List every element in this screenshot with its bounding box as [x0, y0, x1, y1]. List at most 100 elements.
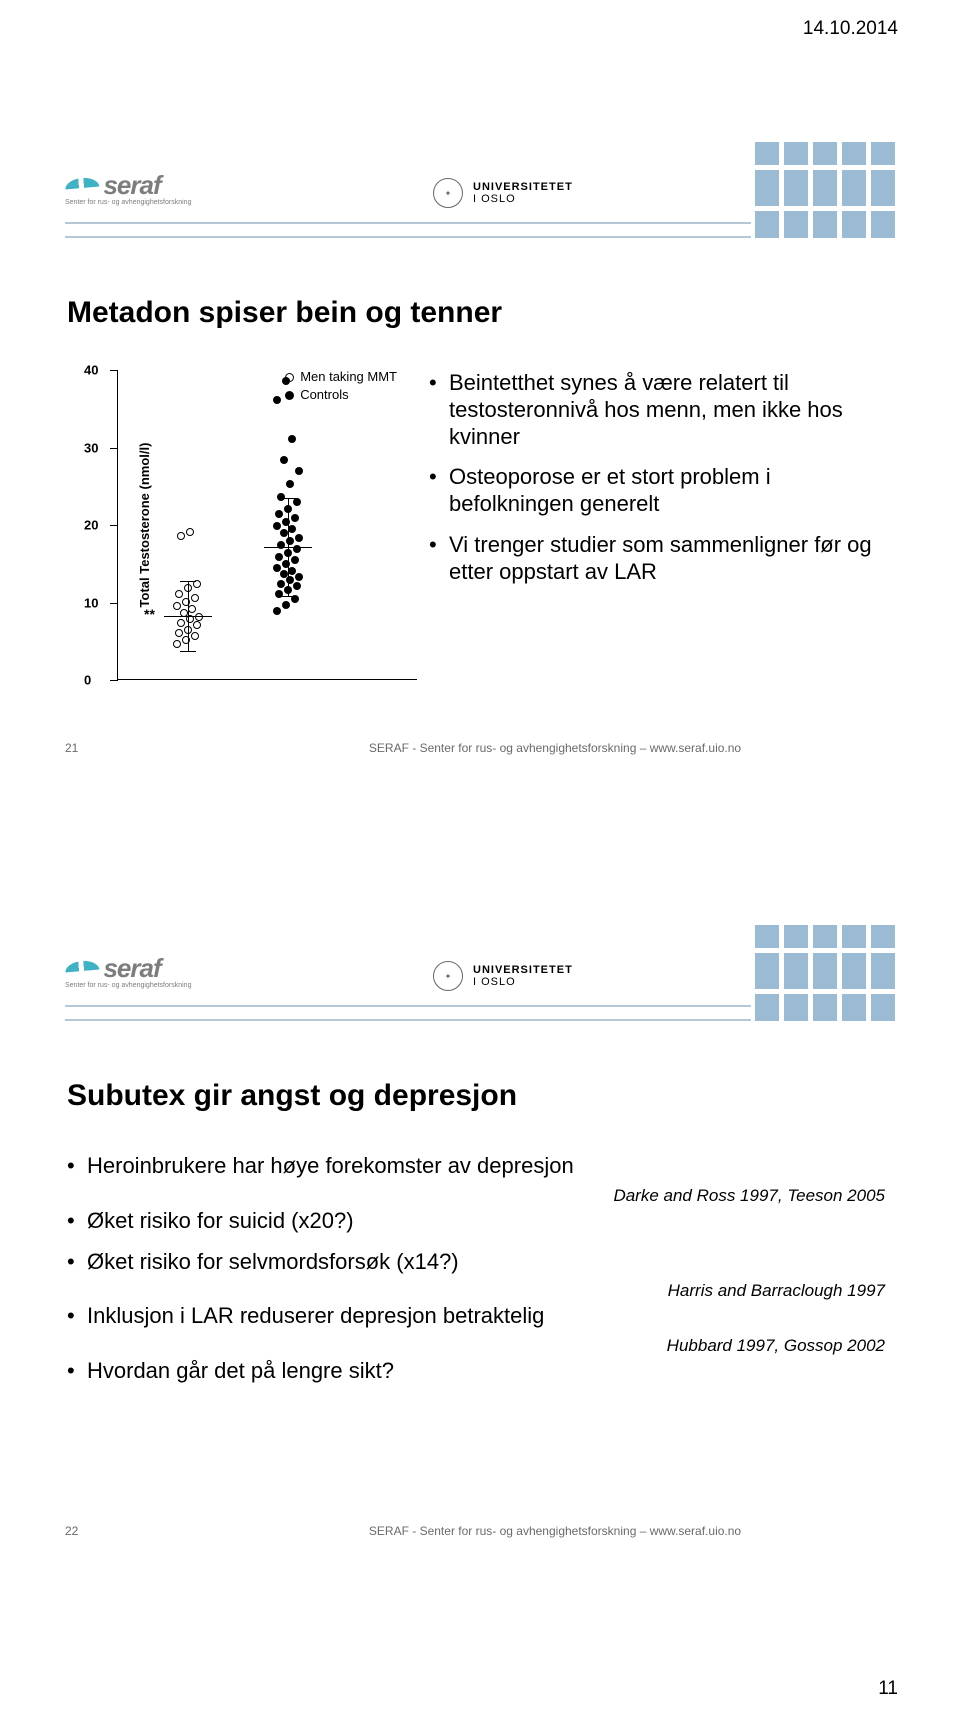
- scatter-point: [191, 632, 199, 640]
- header-rule-1: [65, 222, 751, 224]
- scatter-point: [288, 435, 296, 443]
- error-bar: [288, 498, 289, 596]
- scatter-point: [288, 567, 296, 575]
- slide1-bullets: Beintetthet synes å være relatert til te…: [429, 370, 887, 680]
- slide-2: seraf Senter for rus- og avhengighetsfor…: [65, 925, 895, 1548]
- legend-label: Controls: [300, 386, 348, 404]
- scatter-point: [277, 580, 285, 588]
- scatter-point: [277, 493, 285, 501]
- bullet-item: Osteoporose er et stort problem i befolk…: [429, 464, 887, 518]
- slide2-bullets: Heroinbrukere har høye forekomster av de…: [67, 1153, 889, 1385]
- header-pillars-icon: [751, 142, 895, 238]
- bullet-item: Øket risiko for suicid (x20?): [67, 1208, 889, 1235]
- slide1-number: 21: [65, 741, 215, 755]
- uio-line1: UNIVERSITETET: [473, 964, 573, 976]
- slide1-title: Metadon spiser bein og tenner: [67, 296, 895, 330]
- bullet-item: Beintetthet synes å være relatert til te…: [429, 370, 887, 450]
- scatter-point: [291, 556, 299, 564]
- scatter-point: [282, 601, 290, 609]
- slide2-number: 22: [65, 1524, 215, 1538]
- slide2-footer: 22 SERAF - Senter for rus- og avhengighe…: [65, 1524, 895, 1538]
- citation: Hubbard 1997, Gossop 2002: [67, 1336, 889, 1356]
- slide-header: seraf Senter for rus- og avhengighetsfor…: [65, 142, 895, 238]
- seraf-swish-icon: [65, 960, 100, 973]
- scatter-point: [273, 607, 281, 615]
- page-number: 11: [878, 1678, 898, 1700]
- scatter-point: [173, 602, 181, 610]
- scatter-point: [191, 594, 199, 602]
- scatter-point: [186, 528, 194, 536]
- scatter-point: [173, 640, 181, 648]
- scatter-point: [295, 467, 303, 475]
- scatter-point: [273, 396, 281, 404]
- header-pillars-icon: [751, 925, 895, 1021]
- testosterone-scatter-chart: Total Testosterone (nmol/l) Men taking M…: [117, 370, 417, 680]
- slide-header: seraf Senter for rus- og avhengighetsfor…: [65, 925, 895, 1021]
- scatter-point: [280, 529, 288, 537]
- scatter-point: [275, 553, 283, 561]
- seraf-wordmark: seraf: [103, 170, 160, 200]
- ytick-label: 20: [84, 518, 98, 533]
- slide2-title: Subutex gir angst og depresjon: [67, 1079, 895, 1113]
- ytick-label: 40: [84, 363, 98, 378]
- scatter-point: [280, 570, 288, 578]
- scatter-point: [295, 534, 303, 542]
- scatter-point: [291, 514, 299, 522]
- scatter-point: [295, 573, 303, 581]
- citation: Harris and Barraclough 1997: [67, 1281, 889, 1301]
- significance-marker: **: [144, 606, 155, 622]
- header-rule-2: [65, 1019, 751, 1021]
- scatter-point: [288, 525, 296, 533]
- legend-label: Men taking MMT: [300, 368, 397, 386]
- uio-line2: I OSLO: [473, 193, 573, 205]
- legend-row: Men taking MMT: [285, 368, 397, 386]
- ytick-label: 30: [84, 440, 98, 455]
- scatter-point: [280, 456, 288, 464]
- scatter-point: [282, 377, 290, 385]
- bullet-item: Vi trenger studier som sammenligner før …: [429, 532, 887, 586]
- uio-logo: ✦ UNIVERSITETET I OSLO: [433, 178, 573, 208]
- error-bar: [188, 581, 189, 651]
- legend-row: Controls: [285, 386, 397, 404]
- scatter-point: [286, 480, 294, 488]
- slide-1: seraf Senter for rus- og avhengighetsfor…: [65, 142, 895, 765]
- ytick-label: 0: [84, 673, 91, 688]
- slide1-footer-text: SERAF - Senter for rus- og avhengighetsf…: [215, 741, 895, 755]
- seraf-swish-icon: [65, 177, 100, 190]
- page-date: 14.10.2014: [803, 18, 898, 40]
- seraf-wordmark: seraf: [103, 953, 160, 983]
- ytick-label: 10: [84, 595, 98, 610]
- seraf-logo: seraf Senter for rus- og avhengighetsfor…: [65, 953, 191, 989]
- seraf-subtitle: Senter for rus- og avhengighetsforskning: [65, 982, 191, 989]
- uio-seal-icon: ✦: [433, 961, 463, 991]
- scatter-point: [177, 532, 185, 540]
- chart-legend: Men taking MMTControls: [285, 368, 397, 404]
- scatter-point: [177, 619, 185, 627]
- scatter-point: [273, 522, 281, 530]
- bullet-item: Inklusjon i LAR reduserer depresjon betr…: [67, 1303, 889, 1330]
- scatter-point: [293, 582, 301, 590]
- header-rule-1: [65, 1005, 751, 1007]
- scatter-point: [293, 498, 301, 506]
- slide2-footer-text: SERAF - Senter for rus- og avhengighetsf…: [215, 1524, 895, 1538]
- scatter-point: [188, 605, 196, 613]
- uio-seal-icon: ✦: [433, 178, 463, 208]
- scatter-point: [175, 590, 183, 598]
- header-rule-2: [65, 236, 751, 238]
- scatter-point: [195, 613, 203, 621]
- scatter-point: [277, 541, 285, 549]
- citation: Darke and Ross 1997, Teeson 2005: [67, 1186, 889, 1206]
- bullet-item: Hvordan går det på lengre sikt?: [67, 1358, 889, 1385]
- scatter-point: [275, 510, 283, 518]
- bullet-item: Øket risiko for selvmordsforsøk (x14?): [67, 1249, 889, 1276]
- seraf-logo: seraf Senter for rus- og avhengighetsfor…: [65, 170, 191, 206]
- scatter-point: [273, 564, 281, 572]
- uio-logo: ✦ UNIVERSITETET I OSLO: [433, 961, 573, 991]
- seraf-subtitle: Senter for rus- og avhengighetsforskning: [65, 199, 191, 206]
- bullet-item: Heroinbrukere har høye forekomster av de…: [67, 1153, 889, 1180]
- chart-ylabel: Total Testosterone (nmol/l): [137, 442, 152, 607]
- scatter-point: [175, 629, 183, 637]
- legend-marker-icon: [285, 391, 294, 400]
- uio-line1: UNIVERSITETET: [473, 181, 573, 193]
- scatter-point: [193, 621, 201, 629]
